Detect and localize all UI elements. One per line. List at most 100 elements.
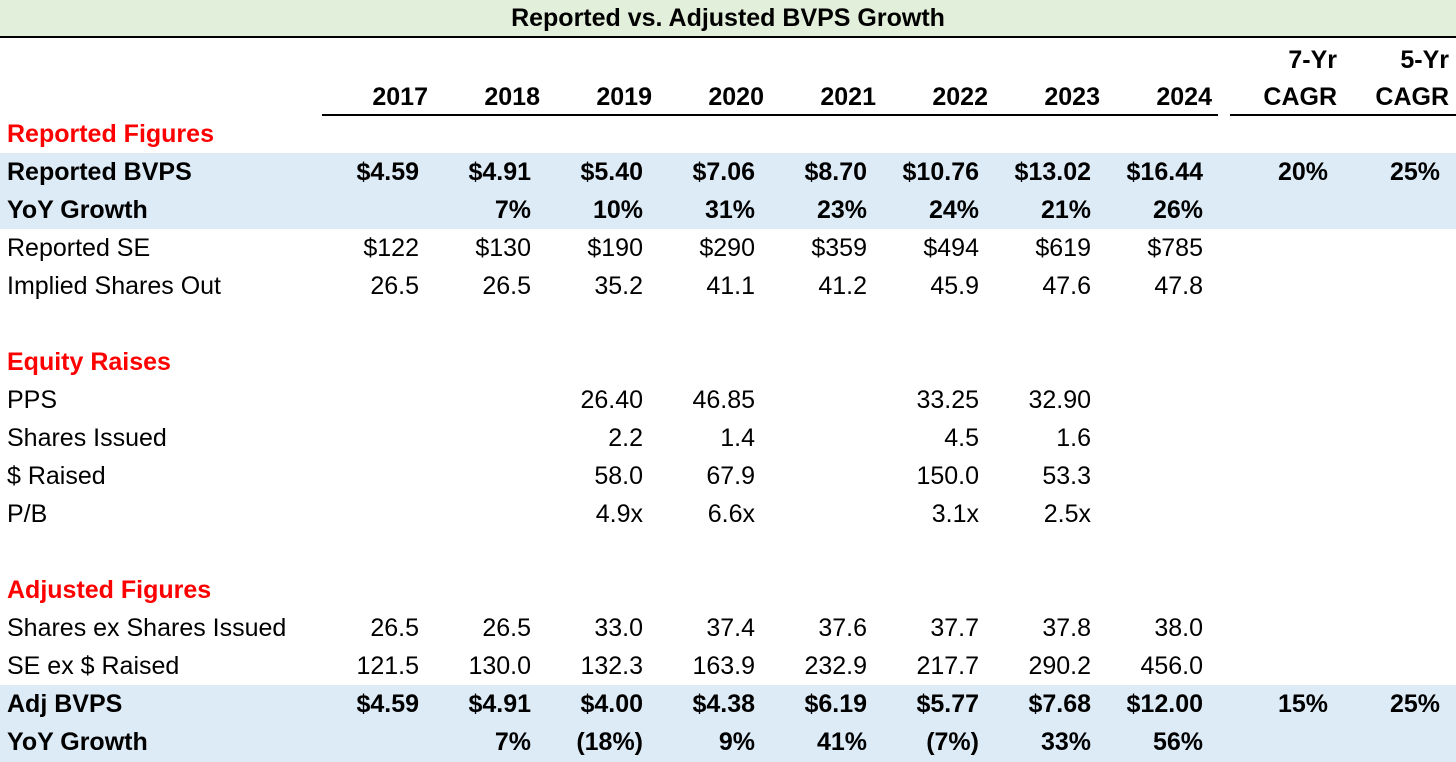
adjusted-highlight-band xyxy=(0,685,1456,762)
cell-2020: 41.1 xyxy=(706,272,755,300)
cell-2022: 150.0 xyxy=(916,462,979,490)
cell-2024: 38.0 xyxy=(1154,614,1203,642)
cell-cagr5: 25% xyxy=(1389,158,1440,186)
cell-2022: 45.9 xyxy=(930,272,979,300)
row-label: YoY Growth xyxy=(7,196,148,224)
row-label: Shares Issued xyxy=(7,424,167,452)
row-label: SE ex $ Raised xyxy=(7,652,180,680)
cell-2020: 163.9 xyxy=(692,652,755,680)
header-cagr5-line2: CAGR xyxy=(1375,83,1449,111)
cell-2023: 47.6 xyxy=(1042,272,1091,300)
cell-2022: 4.5 xyxy=(944,424,979,452)
cell-2023: 290.2 xyxy=(1028,652,1091,680)
cell-2018: $4.91 xyxy=(468,690,531,718)
cell-2019: $190 xyxy=(587,234,643,262)
cell-2020: 37.4 xyxy=(706,614,755,642)
cell-2024: 26% xyxy=(1152,196,1203,224)
header-year-2022: 2022 xyxy=(932,83,988,111)
cell-2022: 37.7 xyxy=(930,614,979,642)
row-label: P/B xyxy=(7,500,48,528)
header-year-2019: 2019 xyxy=(596,83,652,111)
header-year-2023: 2023 xyxy=(1044,83,1100,111)
cell-2021: 37.6 xyxy=(818,614,867,642)
cell-2018: 7% xyxy=(494,728,531,756)
cell-2021: 23% xyxy=(816,196,867,224)
cell-2023: $7.68 xyxy=(1028,690,1091,718)
cell-2023: 53.3 xyxy=(1042,462,1091,490)
row-label: $ Raised xyxy=(7,462,106,490)
table-row-reported-se: Reported SE $122 $130 $190 $290 $359 $49… xyxy=(0,229,1456,267)
table-row-se-ex: SE ex $ Raised 121.5 130.0 132.3 163.9 2… xyxy=(0,647,1456,685)
cell-2024: 47.8 xyxy=(1154,272,1203,300)
header-rule-cagr xyxy=(1230,114,1456,116)
cell-2021: 41.2 xyxy=(818,272,867,300)
cell-2020: 67.9 xyxy=(706,462,755,490)
cell-2024: $12.00 xyxy=(1126,690,1203,718)
cell-2024: $16.44 xyxy=(1126,158,1203,186)
row-label: Reported SE xyxy=(7,234,151,262)
cell-cagr7: 20% xyxy=(1277,158,1328,186)
cell-2022: 3.1x xyxy=(931,500,979,528)
cell-cagr5: 25% xyxy=(1389,690,1440,718)
cell-2019: 35.2 xyxy=(594,272,643,300)
cell-2019: 33.0 xyxy=(594,614,643,642)
header-cagr5-line1: 5-Yr xyxy=(1400,46,1449,74)
cell-2024: 56% xyxy=(1152,728,1203,756)
header-year-2018: 2018 xyxy=(484,83,540,111)
cell-2023: 32.90 xyxy=(1028,386,1091,414)
cell-2022: 33.25 xyxy=(916,386,979,414)
cell-2020: 1.4 xyxy=(720,424,755,452)
cell-2023: 1.6 xyxy=(1056,424,1091,452)
cell-2018: 7% xyxy=(494,196,531,224)
cell-2021: $6.19 xyxy=(804,690,867,718)
cell-2020: 6.6x xyxy=(707,500,755,528)
cell-2023: $619 xyxy=(1035,234,1091,262)
cell-2017: $4.59 xyxy=(356,158,419,186)
row-label: Adj BVPS xyxy=(7,690,123,718)
section-adjusted-figures: Adjusted Figures xyxy=(7,576,212,604)
header-year-2020: 2020 xyxy=(708,83,764,111)
cell-2024: 456.0 xyxy=(1140,652,1203,680)
cell-2021: $359 xyxy=(811,234,867,262)
header-year-2021: 2021 xyxy=(820,83,876,111)
cell-2022: (7%) xyxy=(926,728,979,756)
cell-2018: 130.0 xyxy=(468,652,531,680)
table-row-pb: P/B 4.9x 6.6x 3.1x 2.5x xyxy=(0,495,1456,533)
cell-2023: 37.8 xyxy=(1042,614,1091,642)
header-cagr7-line1: 7-Yr xyxy=(1288,46,1337,74)
header-year-2017: 2017 xyxy=(372,83,428,111)
cell-2020: $290 xyxy=(699,234,755,262)
cell-2020: 46.85 xyxy=(692,386,755,414)
cell-2019: 2.2 xyxy=(608,424,643,452)
cell-2021: $8.70 xyxy=(804,158,867,186)
cell-2019: 10% xyxy=(592,196,643,224)
section-equity-raises: Equity Raises xyxy=(7,348,171,376)
table-row-adj-bvps: Adj BVPS $4.59 $4.91 $4.00 $4.38 $6.19 $… xyxy=(0,685,1456,723)
cell-2021: 232.9 xyxy=(804,652,867,680)
header-cagr7-line2: CAGR xyxy=(1263,83,1337,111)
cell-2018: 26.5 xyxy=(482,272,531,300)
cell-2018: $130 xyxy=(475,234,531,262)
cell-2018: 26.5 xyxy=(482,614,531,642)
cell-2017: $4.59 xyxy=(356,690,419,718)
cell-2020: $4.38 xyxy=(692,690,755,718)
cell-2019: 4.9x xyxy=(595,500,643,528)
cell-cagr7: 15% xyxy=(1277,690,1328,718)
cell-2022: 217.7 xyxy=(916,652,979,680)
cell-2022: 24% xyxy=(928,196,979,224)
table-row-pps: PPS 26.40 46.85 33.25 32.90 xyxy=(0,381,1456,419)
cell-2020: 9% xyxy=(718,728,755,756)
cell-2017: 26.5 xyxy=(370,614,419,642)
table-row-reported-yoy: YoY Growth 7% 10% 31% 23% 24% 21% 26% xyxy=(0,191,1456,229)
header-year-2024: 2024 xyxy=(1156,83,1212,111)
cell-2023: 2.5x xyxy=(1043,500,1091,528)
cell-2022: $494 xyxy=(923,234,979,262)
row-label: YoY Growth xyxy=(7,728,148,756)
cell-2019: (18%) xyxy=(576,728,643,756)
cell-2023: 33% xyxy=(1040,728,1091,756)
cell-2023: 21% xyxy=(1040,196,1091,224)
cell-2022: $10.76 xyxy=(902,158,979,186)
row-label: PPS xyxy=(7,386,58,414)
reported-highlight-band xyxy=(0,153,1456,229)
cell-2023: $13.02 xyxy=(1014,158,1091,186)
